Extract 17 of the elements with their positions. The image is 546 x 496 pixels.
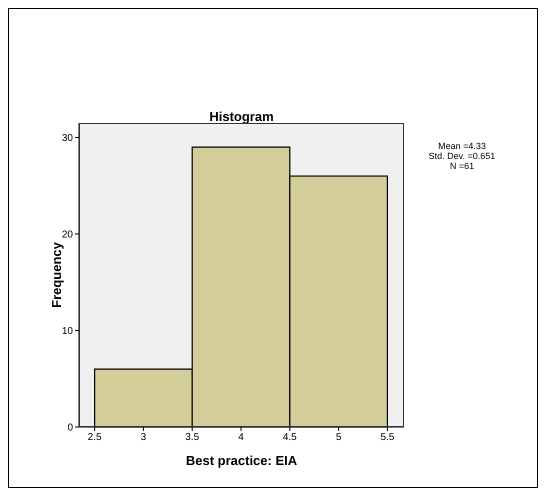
x-tick-label: 5.5 [380,432,395,444]
x-axis-title: Best practice: EIA [184,453,298,468]
y-tick-label: 30 [62,133,74,144]
text: Std. Dev. =0.651 [428,151,496,161]
x-tick-label: 2.5 [88,432,102,444]
y-tick-label: 0 [67,422,74,434]
chart-title: Histogram [208,109,275,124]
text: N =61 [448,161,476,171]
x-tick-label: 5 [336,432,342,444]
y-tick-label: 10 [62,326,74,338]
text: Mean =4.33 [437,141,487,151]
x-tick-label: 3.5 [185,432,200,444]
x-tick-label: 4 [238,432,244,444]
x-tick-label: 4.5 [282,432,298,444]
x-tick-label: 3 [140,432,147,444]
y-tick-label: 20 [62,230,74,241]
y-axis-title: Frequency [49,242,64,308]
